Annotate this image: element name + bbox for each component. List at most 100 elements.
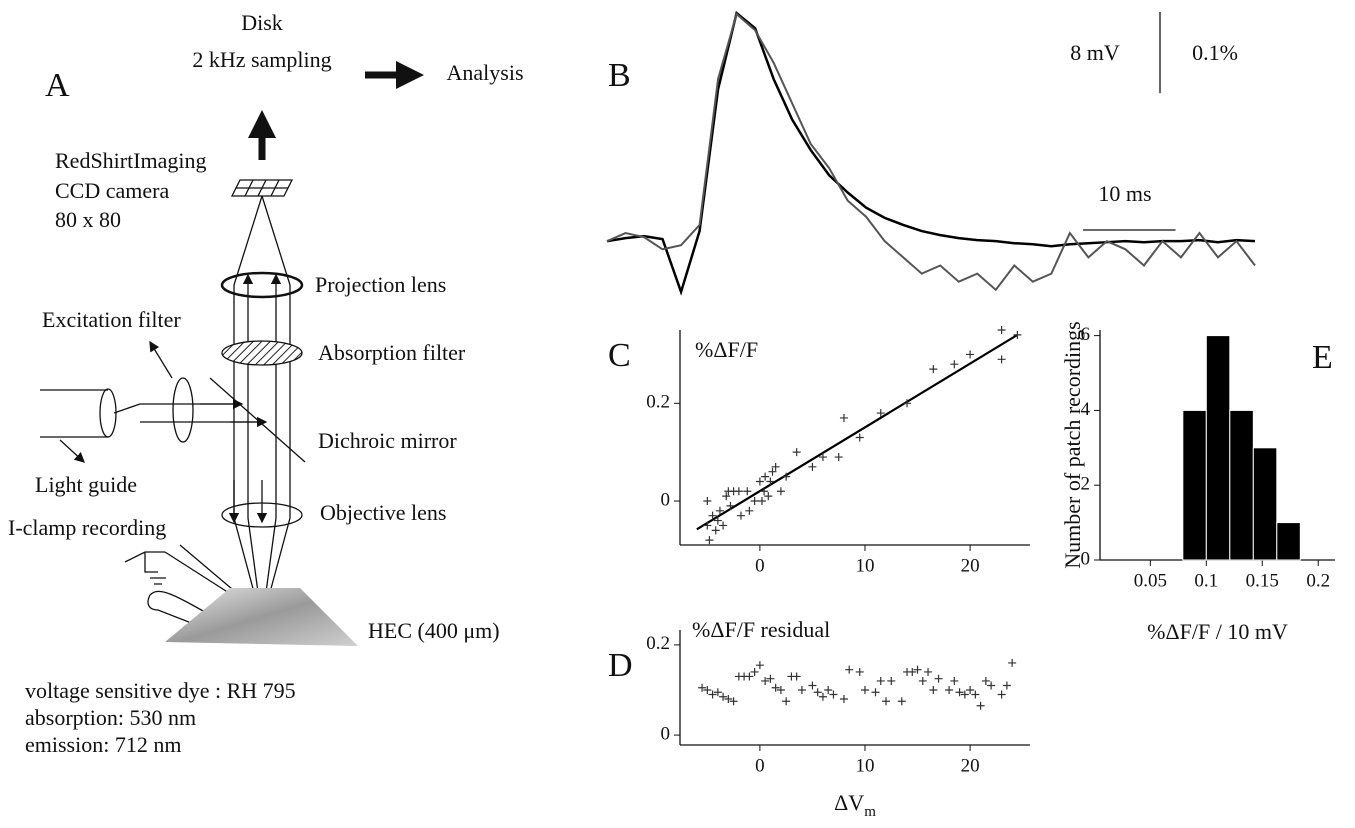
point xyxy=(860,685,869,694)
point xyxy=(966,350,975,359)
point xyxy=(776,487,785,496)
bar xyxy=(1276,522,1301,561)
y-tick-label: 6 xyxy=(1081,324,1091,345)
arrow xyxy=(59,439,85,463)
point xyxy=(813,688,822,697)
note: voltage sensitive dye : RH 795 xyxy=(25,678,296,703)
specimen xyxy=(165,588,358,646)
y-tick-label: 0.2 xyxy=(646,633,670,654)
x-axis-title-sub: m xyxy=(864,804,876,820)
point xyxy=(776,685,785,694)
point xyxy=(924,667,933,676)
point xyxy=(808,462,817,471)
point xyxy=(876,676,885,685)
y-tick-label: 0 xyxy=(661,489,671,510)
point xyxy=(971,690,980,699)
point xyxy=(761,472,770,481)
point xyxy=(913,665,922,674)
ccd-camera xyxy=(230,179,294,197)
point xyxy=(876,409,885,418)
light-guide xyxy=(40,389,108,438)
point xyxy=(845,665,854,674)
point xyxy=(708,511,717,520)
point xyxy=(908,667,917,676)
x-tick-label: 20 xyxy=(961,755,980,776)
point xyxy=(945,685,954,694)
point xyxy=(760,487,769,496)
point xyxy=(918,676,927,685)
point xyxy=(768,467,777,476)
x-axis-title: %ΔF/F / 10 mV xyxy=(1147,619,1288,644)
point xyxy=(797,685,806,694)
point xyxy=(745,672,754,681)
point xyxy=(771,462,780,471)
point xyxy=(713,688,722,697)
point xyxy=(871,688,880,697)
scale-label: 0.1% xyxy=(1192,40,1238,65)
bar xyxy=(1205,335,1231,561)
point xyxy=(950,676,959,685)
point xyxy=(929,685,938,694)
scale-label: 8 mV xyxy=(1070,40,1120,65)
point xyxy=(950,360,959,369)
point xyxy=(792,672,801,681)
point xyxy=(1002,681,1011,690)
y-tick-label: 0.2 xyxy=(646,392,670,413)
point xyxy=(745,506,754,515)
point xyxy=(703,497,712,506)
y-tick-label: 4 xyxy=(1081,399,1091,420)
point xyxy=(792,448,801,457)
point xyxy=(818,453,827,462)
absorption-filter xyxy=(221,340,303,366)
objective-lens xyxy=(221,502,303,528)
point xyxy=(729,697,738,706)
point xyxy=(761,676,770,685)
point xyxy=(715,506,724,515)
point xyxy=(755,477,764,486)
point xyxy=(960,690,969,699)
note: absorption: 530 nm xyxy=(25,705,196,730)
y-tick-label: 0 xyxy=(661,723,671,744)
x-axis-title: ΔVm xyxy=(834,790,876,820)
panel-label: D xyxy=(608,647,633,684)
point xyxy=(703,685,712,694)
x-tick-label: 20 xyxy=(961,555,980,576)
point xyxy=(757,497,766,506)
light-rays xyxy=(233,195,291,623)
point xyxy=(705,536,714,545)
point xyxy=(782,472,791,481)
point xyxy=(818,692,827,701)
label: Analysis xyxy=(447,60,524,85)
bar xyxy=(1229,409,1254,561)
point xyxy=(771,683,780,692)
label: HEC (400 μm) xyxy=(368,618,500,643)
x-tick-label: 0.15 xyxy=(1246,570,1279,591)
point xyxy=(966,685,975,694)
label: Dichroic mirror xyxy=(318,428,457,453)
point xyxy=(834,453,843,462)
y-axis-title: Number of patch recordings xyxy=(1060,321,1085,568)
label: Disk xyxy=(241,10,283,35)
point xyxy=(897,697,906,706)
light-guide-end xyxy=(99,388,117,438)
point xyxy=(734,487,743,496)
point xyxy=(1013,330,1022,339)
point xyxy=(981,676,990,685)
excitation-rays xyxy=(113,403,262,423)
point xyxy=(724,695,733,703)
x-tick-label: 10 xyxy=(855,755,874,776)
point xyxy=(887,676,896,685)
panel-a xyxy=(40,61,424,646)
x-axis-title-main: ΔV xyxy=(834,790,864,815)
point xyxy=(750,497,759,506)
point xyxy=(824,685,833,694)
point xyxy=(782,697,791,706)
label: I-clamp recording xyxy=(8,515,166,540)
trace xyxy=(606,12,1256,292)
point xyxy=(855,667,864,676)
point xyxy=(903,399,912,408)
y-tick-label: 0 xyxy=(1081,548,1091,569)
note: emission: 712 nm xyxy=(25,732,181,757)
point xyxy=(726,501,735,510)
